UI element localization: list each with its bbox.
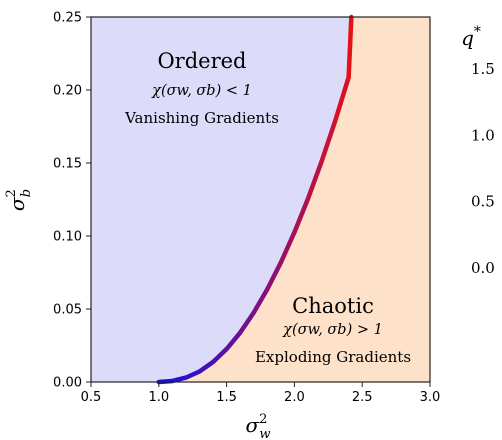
x-tick-label: 1.5 (216, 390, 237, 405)
chaotic-caption: Exploding Gradients (255, 348, 411, 366)
boundary-curve (156, 14, 354, 385)
boundary-segment (251, 287, 270, 315)
ordered-caption: Vanishing Gradients (124, 109, 279, 127)
boundary-segment (265, 260, 284, 292)
boundary-segment (183, 369, 202, 380)
x-tick-label: 2.0 (284, 390, 305, 405)
colorbar-tick-label: 1.5 (471, 60, 495, 78)
boundary-segment (332, 75, 351, 124)
boundary-segment (305, 159, 324, 202)
boundary-segment (170, 375, 189, 384)
boundary-segment (319, 118, 338, 164)
y-tick-label: 0.05 (53, 303, 82, 318)
x-tick-label: 1.0 (148, 390, 169, 405)
y-tick-label: 0.15 (53, 157, 82, 172)
chaotic-formula: χ(σw, σb) > 1 (282, 322, 383, 338)
boundary-segment (224, 330, 243, 352)
x-tick-label: 2.5 (352, 390, 373, 405)
boundary-segment (278, 230, 297, 265)
colorbar-tick-label: 1.0 (471, 126, 495, 144)
ordered-title: Ordered (157, 49, 246, 73)
colorbar-tick-label: 0.0 (471, 259, 495, 277)
x-axis-ticks: 0.5 1.0 1.5 2.0 2.5 3.0 (81, 382, 441, 405)
ordered-formula: χ(σw, σb) < 1 (151, 83, 252, 99)
y-axis-label: σ2b (4, 189, 34, 211)
x-axis-label: σ2 w (245, 412, 270, 440)
plot-frame (90, 16, 431, 383)
y-axis-ticks: 0.00 0.05 0.10 0.15 0.20 0.25 (53, 11, 91, 391)
chaotic-title: Chaotic (292, 294, 374, 318)
boundary-segment (237, 310, 256, 335)
colorbar-ticks: 0.0 0.5 1.0 1.5 (471, 60, 495, 277)
boundary-segment (210, 346, 229, 365)
y-tick-label: 0.00 (53, 376, 82, 391)
y-tick-label: 0.20 (53, 84, 82, 99)
y-tick-label: 0.10 (53, 230, 82, 245)
colorbar-tick-label: 0.5 (471, 193, 495, 211)
colorbar-label: q* (461, 24, 481, 50)
ordered-region (91, 17, 352, 382)
boundary-segment (346, 14, 354, 80)
boundary-segment (197, 359, 216, 374)
x-tick-label: 0.5 (81, 390, 102, 405)
y-tick-label: 0.25 (53, 11, 82, 26)
boundary-segment (292, 196, 311, 235)
x-tick-label: 3.0 (420, 390, 441, 405)
